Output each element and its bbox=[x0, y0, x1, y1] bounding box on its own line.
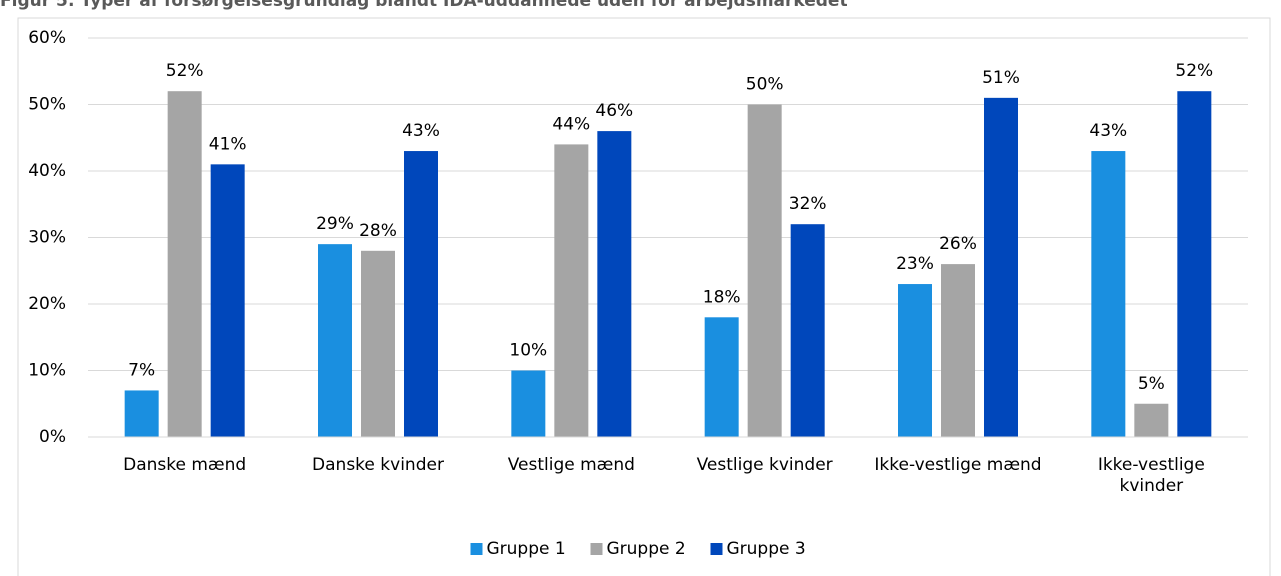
bar bbox=[747, 104, 782, 437]
x-tick-label: Ikke-vestlige mænd bbox=[874, 455, 1042, 475]
bar bbox=[511, 370, 546, 437]
data-label: 32% bbox=[789, 194, 827, 214]
y-tick-label: 0% bbox=[39, 427, 66, 447]
bar bbox=[554, 144, 589, 437]
data-label: 26% bbox=[939, 234, 977, 254]
y-tick-label: 40% bbox=[28, 161, 66, 181]
data-label: 43% bbox=[402, 121, 440, 141]
chart-title: Figur 5: Typer af forsørgelsesgrundlag b… bbox=[0, 0, 848, 11]
x-tick-label: Danske mænd bbox=[123, 455, 247, 475]
data-label: 28% bbox=[359, 221, 397, 241]
y-tick-label: 30% bbox=[28, 228, 66, 248]
legend-label: Gruppe 2 bbox=[607, 539, 686, 559]
legend-swatch bbox=[470, 543, 483, 555]
x-tick-label: Danske kvinder bbox=[312, 455, 444, 475]
data-label: 50% bbox=[746, 75, 784, 95]
bar bbox=[318, 244, 352, 437]
legend-swatch bbox=[710, 543, 723, 555]
bar bbox=[1091, 151, 1126, 438]
bar bbox=[597, 131, 632, 437]
bar bbox=[898, 284, 932, 437]
x-tick-label-box: Ikke-vestlige mænd bbox=[874, 455, 1042, 475]
data-label: 51% bbox=[982, 68, 1020, 88]
bar bbox=[984, 97, 1018, 437]
data-label: 52% bbox=[166, 61, 204, 81]
data-label: 44% bbox=[552, 114, 590, 134]
data-label: 52% bbox=[1175, 61, 1213, 81]
data-label: 23% bbox=[896, 254, 934, 274]
x-tick-label-box: Danske mænd bbox=[123, 455, 247, 475]
bar bbox=[790, 224, 825, 437]
bar bbox=[704, 317, 739, 437]
x-tick-label: Vestlige mænd bbox=[507, 455, 635, 475]
data-label: 18% bbox=[703, 287, 741, 307]
bar bbox=[941, 264, 975, 437]
data-label: 10% bbox=[509, 341, 547, 361]
x-tick-label: Vestlige kvinder bbox=[696, 455, 833, 475]
data-label: 7% bbox=[128, 360, 155, 380]
x-tick-label: Ikke-vestlige kvinder bbox=[1097, 455, 1205, 496]
data-label: 29% bbox=[316, 214, 354, 234]
bar bbox=[1177, 91, 1212, 437]
data-label: 5% bbox=[1138, 374, 1165, 394]
bar bbox=[361, 250, 395, 437]
bar bbox=[404, 151, 438, 438]
y-tick-label: 60% bbox=[28, 28, 66, 48]
data-label: 41% bbox=[209, 134, 247, 154]
x-tick-label-box: Vestlige kvinder bbox=[696, 455, 833, 475]
y-tick-label: 50% bbox=[28, 95, 66, 115]
legend-swatch bbox=[590, 543, 603, 555]
x-tick-label-box: Danske kvinder bbox=[312, 455, 444, 475]
bar bbox=[167, 91, 202, 437]
x-tick-label-box: Vestlige mænd bbox=[507, 455, 635, 475]
data-label: 46% bbox=[595, 101, 633, 121]
data-label: 43% bbox=[1089, 121, 1127, 141]
y-tick-label: 10% bbox=[28, 361, 66, 381]
x-tick-label-box: Ikke-vestlige kvinder bbox=[1097, 455, 1205, 496]
y-tick-label: 20% bbox=[28, 294, 66, 314]
bar bbox=[1134, 403, 1169, 437]
legend-label: Gruppe 1 bbox=[487, 539, 566, 559]
bar bbox=[210, 164, 245, 437]
bar bbox=[124, 390, 159, 437]
legend-label: Gruppe 3 bbox=[727, 539, 806, 559]
